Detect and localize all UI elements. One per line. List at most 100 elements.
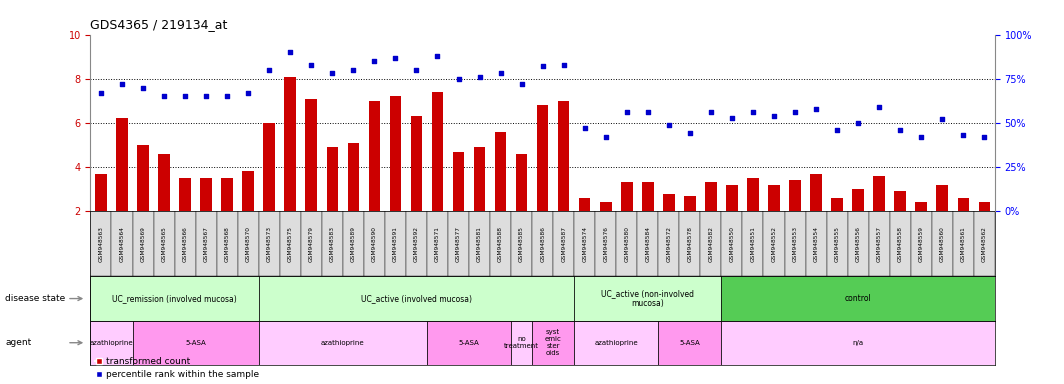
Bar <box>895 191 905 211</box>
Bar <box>217 211 237 276</box>
Text: GSM948592: GSM948592 <box>414 226 419 262</box>
Text: GSM948563: GSM948563 <box>99 226 103 262</box>
Bar <box>259 211 280 276</box>
Text: GSM948557: GSM948557 <box>877 226 882 262</box>
Bar <box>852 189 864 211</box>
Bar <box>811 174 821 211</box>
Point <box>429 53 446 59</box>
Bar <box>264 123 275 211</box>
Point <box>323 70 340 76</box>
Bar <box>679 211 700 276</box>
Text: GSM948571: GSM948571 <box>435 226 440 262</box>
Bar <box>452 152 464 211</box>
Point <box>93 90 110 96</box>
Text: GSM948583: GSM948583 <box>330 226 335 262</box>
Bar <box>532 211 553 276</box>
Bar <box>537 105 548 211</box>
Text: GSM948572: GSM948572 <box>666 226 671 262</box>
Text: agent: agent <box>5 338 32 347</box>
Point <box>976 134 993 140</box>
Text: GSM948578: GSM948578 <box>687 226 693 262</box>
Bar <box>237 211 259 276</box>
Bar <box>621 182 633 211</box>
Bar <box>511 321 532 365</box>
Bar <box>411 116 422 211</box>
Text: GSM948562: GSM948562 <box>982 226 986 262</box>
Bar <box>831 198 843 211</box>
Point <box>239 90 256 96</box>
Point <box>261 67 278 73</box>
Bar <box>511 211 532 276</box>
Bar <box>911 211 932 276</box>
Bar <box>174 211 196 276</box>
Text: GSM948585: GSM948585 <box>519 226 525 262</box>
Bar <box>495 132 506 211</box>
Point <box>661 122 678 128</box>
Text: GSM948552: GSM948552 <box>771 226 777 262</box>
Text: GSM948564: GSM948564 <box>119 226 124 262</box>
Point <box>765 113 782 119</box>
Bar <box>196 211 217 276</box>
Point <box>618 109 635 115</box>
Text: GSM948590: GSM948590 <box>372 226 377 262</box>
Point <box>786 109 803 115</box>
Bar <box>116 119 128 211</box>
Bar <box>616 211 637 276</box>
Point <box>829 127 846 133</box>
Bar <box>368 101 380 211</box>
Point <box>745 109 762 115</box>
Bar <box>958 198 969 211</box>
Bar <box>348 143 360 211</box>
Bar <box>473 147 485 211</box>
Point <box>492 70 509 76</box>
Bar <box>721 321 995 365</box>
Point <box>850 120 867 126</box>
Bar <box>389 96 401 211</box>
Bar <box>743 211 764 276</box>
Bar <box>95 174 106 211</box>
Text: UC_active (involved mucosa): UC_active (involved mucosa) <box>361 294 472 303</box>
Bar <box>385 211 406 276</box>
Text: GSM948555: GSM948555 <box>834 226 839 262</box>
Text: GSM948591: GSM948591 <box>393 226 398 262</box>
Bar <box>200 178 212 211</box>
Bar <box>133 211 153 276</box>
Bar <box>432 92 444 211</box>
Bar <box>595 211 616 276</box>
Point <box>913 134 930 140</box>
Text: GSM948561: GSM948561 <box>961 226 966 262</box>
Text: GSM948559: GSM948559 <box>918 226 924 262</box>
Bar <box>159 154 170 211</box>
Bar <box>747 178 759 211</box>
Text: control: control <box>845 294 871 303</box>
Bar <box>726 185 737 211</box>
Text: GSM948588: GSM948588 <box>498 226 503 262</box>
Point <box>450 76 467 82</box>
Point <box>471 74 488 80</box>
Bar <box>827 211 848 276</box>
Point <box>345 67 362 73</box>
Point <box>387 55 404 61</box>
Bar <box>575 321 659 365</box>
Text: 5-ASA: 5-ASA <box>680 340 700 346</box>
Point <box>597 134 614 140</box>
Point <box>114 81 131 87</box>
Point <box>870 104 887 110</box>
Point <box>555 61 572 68</box>
Text: GSM948573: GSM948573 <box>267 226 271 262</box>
Point <box>934 116 951 122</box>
Bar <box>579 198 591 211</box>
Bar <box>663 194 675 211</box>
Bar <box>301 211 321 276</box>
Bar <box>868 211 890 276</box>
Point <box>639 109 656 115</box>
Text: GSM948589: GSM948589 <box>351 226 355 262</box>
Text: 5-ASA: 5-ASA <box>459 340 480 346</box>
Bar <box>427 321 511 365</box>
Bar <box>721 211 743 276</box>
Text: azathioprine: azathioprine <box>89 340 133 346</box>
Bar <box>848 211 868 276</box>
Bar <box>221 178 233 211</box>
Bar <box>659 321 721 365</box>
Bar <box>90 211 112 276</box>
